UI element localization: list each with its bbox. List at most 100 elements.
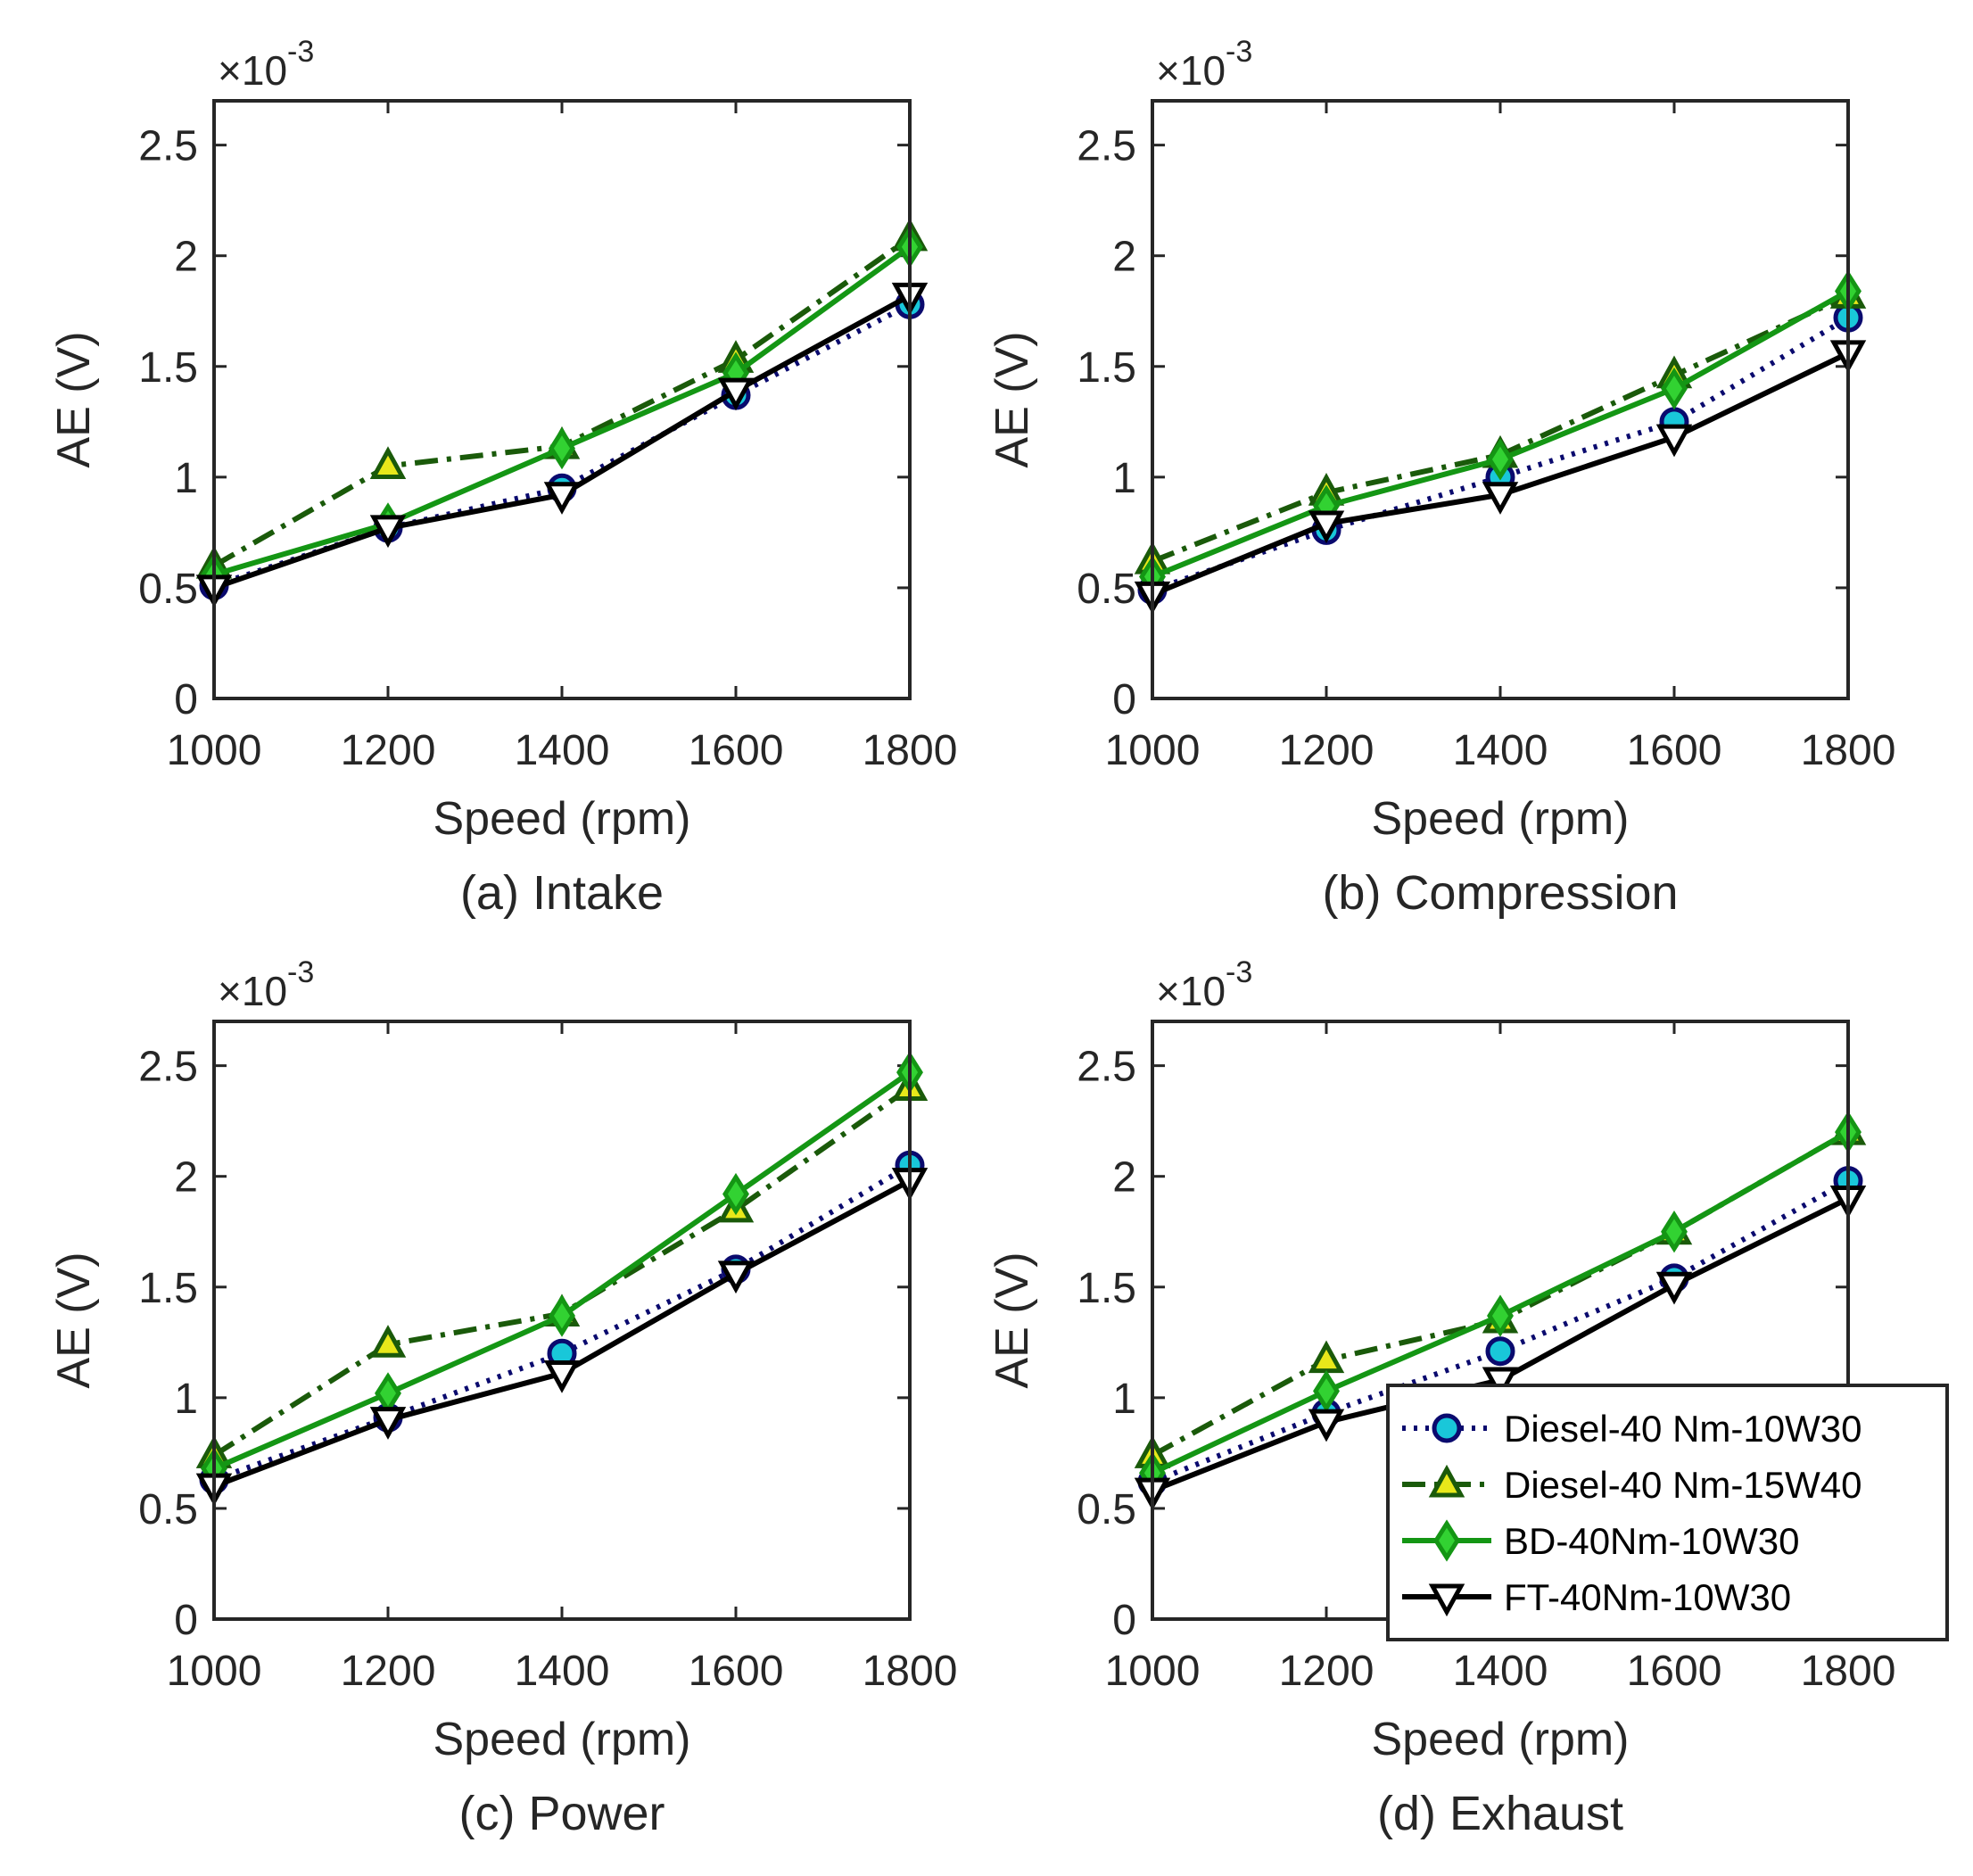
y-exponent-label: ×10-3 (1156, 955, 1252, 1014)
y-exponent-label: ×10-3 (1156, 35, 1252, 94)
series-line (1152, 315, 1850, 593)
y-axis-label: AE (V) (48, 1252, 100, 1388)
y-tick-label: 0.5 (1077, 1486, 1136, 1533)
data-point (1308, 510, 1345, 544)
x-tick-label: 1800 (1801, 1648, 1896, 1695)
y-exponent-power: -3 (287, 35, 314, 69)
y-exponent-label: ×10-3 (218, 35, 314, 94)
series-4 (195, 282, 929, 608)
data-point (1661, 1211, 1688, 1253)
legend-label: BD-40Nm-10W30 (1504, 1520, 1799, 1562)
legend-entry-1: Diesel-40 Nm-10W30 (1402, 1408, 1862, 1450)
x-tick-label: 1400 (1453, 1648, 1548, 1695)
x-tick-label: 1600 (1627, 727, 1722, 774)
legend-label: FT-40Nm-10W30 (1504, 1576, 1791, 1618)
y-tick-label: 2.5 (1077, 1044, 1136, 1091)
y-tick-label: 0.5 (138, 1486, 198, 1533)
x-tick-label: 1200 (341, 727, 436, 774)
panel-caption: (d) Exhaust (1377, 1787, 1623, 1840)
legend-marker (1432, 1413, 1462, 1443)
legend-marker (1428, 1583, 1465, 1617)
x-tick-label: 1600 (1627, 1648, 1722, 1695)
panel-caption: (b) Compression (1322, 866, 1678, 920)
x-tick-label: 1800 (863, 1648, 958, 1695)
x-axis-label: Speed (rpm) (1372, 793, 1630, 845)
legend-entry-2: Diesel-40 Nm-15W40 (1402, 1464, 1862, 1506)
panel-caption: (a) Intake (460, 866, 664, 920)
y-axis-label: AE (V) (48, 331, 100, 467)
x-tick-label: 1600 (689, 1648, 784, 1695)
legend-marker (1428, 1464, 1465, 1498)
x-tick-label: 1000 (1105, 1648, 1201, 1695)
data-point (369, 1325, 407, 1358)
y-tick-label: 0 (174, 676, 198, 723)
x-tick-label: 1800 (863, 727, 958, 774)
data-point (1661, 367, 1688, 410)
y-tick-label: 1.5 (138, 344, 198, 392)
data-point (722, 1172, 749, 1216)
x-tick-label: 1200 (1279, 727, 1374, 774)
data-point (717, 1260, 755, 1294)
data-point (543, 482, 581, 515)
data-point (549, 1294, 575, 1337)
y-tick-label: 0.5 (1077, 566, 1136, 613)
x-tick-label: 1200 (1279, 1648, 1374, 1695)
chart-panel-1: 1000 1200 1400 1600 1800 0 0.5 1 1.5 2 2.5 ×10-3 Spe… (48, 35, 957, 920)
data-point (1655, 424, 1693, 458)
x-tick-label: 1000 (167, 727, 262, 774)
legend: Diesel-40 Nm-10W30 Diesel-40 Nm-15W40 BD-4… (1386, 1384, 1949, 1641)
data-point (1313, 1369, 1340, 1413)
data-point (717, 377, 755, 411)
plot-area (214, 101, 910, 698)
x-tick-label: 1000 (167, 1648, 262, 1695)
x-axis-label: Speed (rpm) (433, 793, 691, 845)
data-point (549, 426, 575, 470)
y-tick-label: 1.5 (1077, 1265, 1136, 1312)
legend-label: Diesel-40 Nm-15W40 (1504, 1464, 1862, 1506)
y-tick-label: 2.5 (138, 1044, 198, 1091)
x-tick-label: 1400 (515, 727, 610, 774)
data-point (1482, 1367, 1519, 1401)
y-exponent-power: -3 (1226, 955, 1252, 989)
y-tick-label: 2.5 (1077, 123, 1136, 170)
y-tick-label: 0 (174, 1597, 198, 1644)
panel-caption: (c) Power (458, 1787, 665, 1840)
y-exponent-power: -3 (287, 955, 314, 989)
legend-entry-3: BD-40Nm-10W30 (1402, 1519, 1799, 1562)
data-point (1487, 438, 1514, 481)
x-tick-label: 1000 (1105, 727, 1201, 774)
axes-box (212, 1020, 912, 1621)
chart-panel-3: 1000 1200 1400 1600 1800 0 0.5 1 1.5 2 2.5 ×10-3 Spe… (48, 955, 957, 1840)
x-axis-label: Speed (rpm) (1372, 1714, 1630, 1765)
x-tick-label: 1800 (1801, 727, 1896, 774)
data-point (369, 1407, 407, 1440)
y-tick-label: 1.5 (1077, 344, 1136, 392)
y-axis-label: AE (V) (986, 1252, 1038, 1388)
y-tick-label: 0.5 (138, 566, 198, 613)
data-point (1655, 1271, 1693, 1305)
legend-label: Diesel-40 Nm-10W30 (1504, 1408, 1862, 1450)
data-point (369, 515, 407, 549)
y-tick-label: 1 (174, 1376, 198, 1423)
y-tick-label: 2 (1112, 234, 1136, 281)
y-tick-label: 0 (1112, 676, 1136, 723)
data-point (369, 446, 407, 479)
y-tick-label: 2 (1112, 1154, 1136, 1202)
y-exponent-base: ×10 (1156, 968, 1226, 1014)
y-exponent-label: ×10-3 (218, 955, 314, 1014)
y-tick-label: 1.5 (138, 1265, 198, 1312)
legend-marker (1433, 1519, 1460, 1562)
y-tick-label: 1 (1112, 455, 1136, 502)
y-tick-label: 1 (174, 455, 198, 502)
data-point (543, 1360, 581, 1393)
x-axis-label: Speed (rpm) (433, 1714, 691, 1765)
chart-panel-2: 1000 1200 1400 1600 1800 0 0.5 1 1.5 2 2.5 ×10-3 Spe… (986, 35, 1895, 920)
y-tick-label: 2 (174, 234, 198, 281)
data-point (1487, 1294, 1514, 1337)
data-point (1485, 1336, 1515, 1367)
y-exponent-base: ×10 (218, 47, 287, 94)
axes-box (1151, 99, 1850, 700)
y-exponent-base: ×10 (1156, 47, 1226, 94)
x-tick-label: 1200 (341, 1648, 436, 1695)
